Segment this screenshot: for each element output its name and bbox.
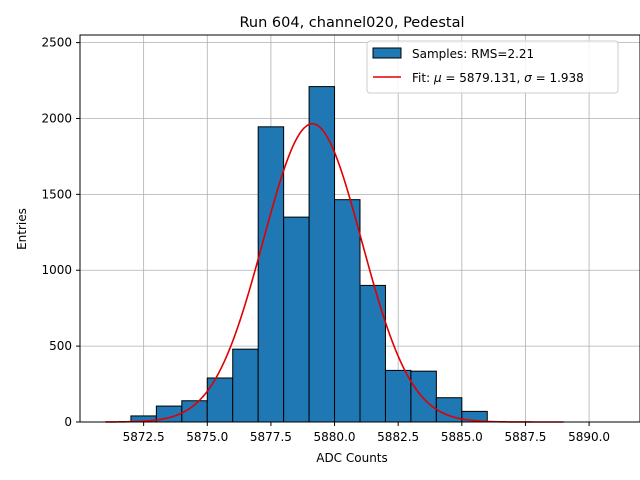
x-tick-label-7: 5890.0 [568,430,610,444]
legend-fit-sigma-symbol: σ [524,71,532,85]
legend-box [366,40,619,94]
x-tick-label-4: 5882.5 [377,430,419,444]
histogram-bar-12 [410,370,437,423]
histogram-bars [130,86,488,423]
x-tick-label-3: 5880.0 [314,430,356,444]
x-tick-label-1: 5875.0 [186,430,228,444]
x-axis-label: ADC Counts [316,451,388,465]
histogram-bar-5 [232,348,259,423]
chart-title: Run 604, channel020, Pedestal [239,15,464,31]
legend-label-samples: Samples: RMS=2.21 [412,47,534,61]
x-tick-label-5: 5885.0 [441,430,483,444]
histogram-bar-9 [334,199,361,423]
y-axis-label: Entries [15,208,29,250]
y-tick-label-4: 2000 [41,111,72,125]
legend-fit-mu-symbol: μ [433,71,442,85]
x-tick-label-6: 5887.5 [504,430,546,444]
x-tick-label-0: 5872.5 [123,430,165,444]
legend-fit-prefix: Fit: [412,71,434,85]
x-tick-label-2: 5877.5 [250,430,292,444]
legend-swatch-samples [372,47,402,59]
legend: Samples: RMS=2.21 Fit: μ = 5879.131, σ =… [366,40,619,94]
histogram-bar-8 [308,86,336,423]
histogram-bar-11 [384,369,412,423]
legend-fit-mu-value: = 5879.131, [442,71,525,85]
y-axis-ticks: 0 500 1000 1500 2000 2500 [41,36,80,429]
y-tick-label-2: 1000 [41,263,72,277]
histogram-bar-6 [257,126,285,423]
y-tick-label-1: 500 [49,339,72,353]
histogram-bar-10 [359,284,386,423]
y-tick-label-5: 2500 [41,36,72,50]
y-tick-label-0: 0 [64,415,72,429]
histogram-bar-7 [283,216,310,423]
fit-curve-layer [105,123,564,423]
legend-fit-sigma-value: = 1.938 [532,71,584,85]
legend-label-fit: Fit: μ = 5879.131, σ = 1.938 [412,71,584,85]
plot-frame [79,34,640,423]
y-tick-label-3: 1500 [41,187,72,201]
gaussian-fit-curve [105,123,564,423]
x-axis-ticks: 5872.5 5875.0 5877.5 5880.0 5882.5 5885.0 5887… [123,422,610,444]
